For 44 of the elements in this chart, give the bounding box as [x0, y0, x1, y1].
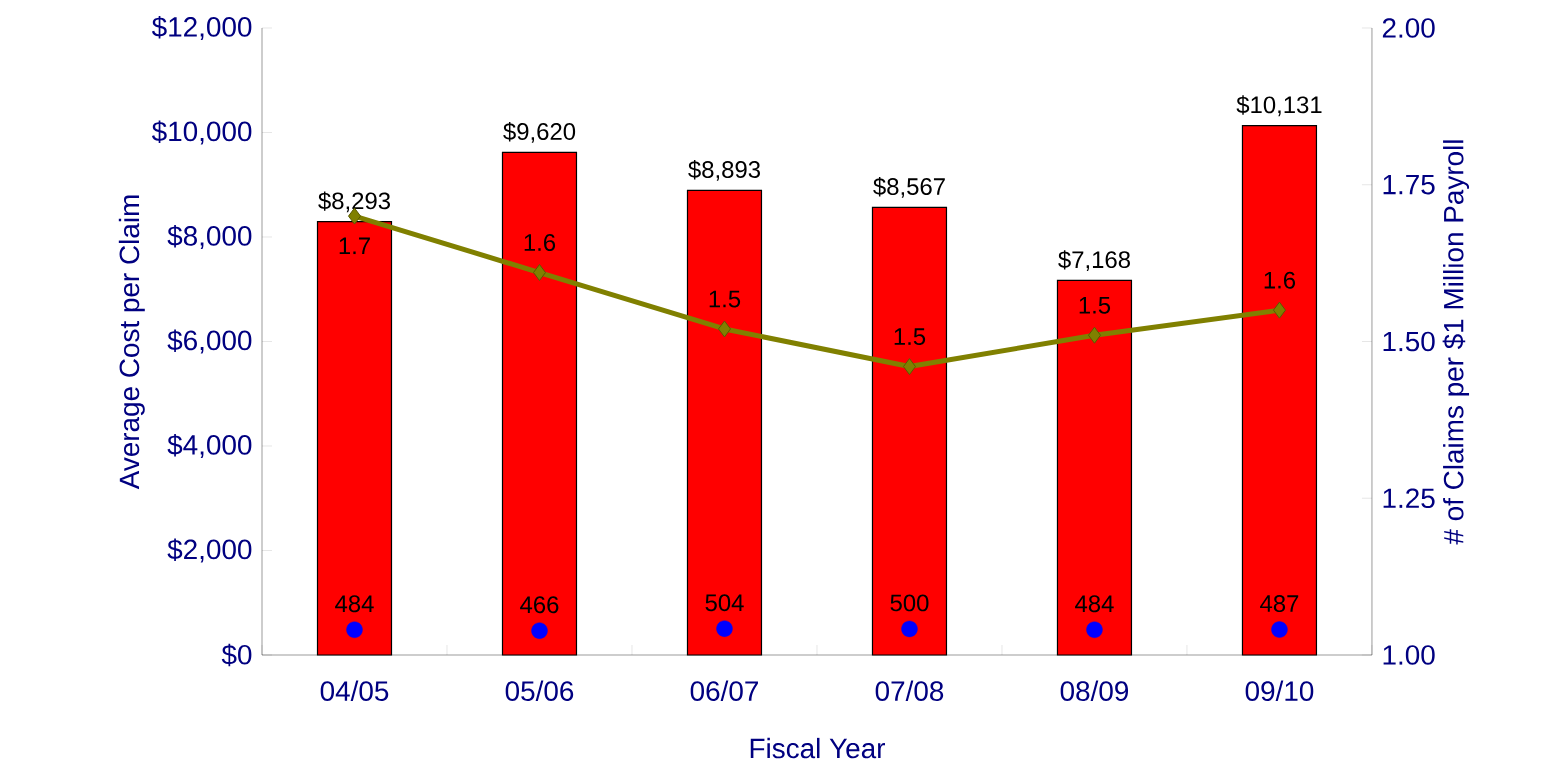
x-tick-label: 05/06: [505, 680, 574, 701]
data-label: $10,131: [1236, 95, 1322, 117]
y-tick-label: $0: [221, 643, 252, 667]
data-label: 484: [335, 595, 374, 613]
data-label: 466: [520, 596, 559, 614]
data-label: $9,620: [503, 122, 576, 143]
data-label: 1.7: [339, 237, 370, 255]
y-tick-label: $4,000: [167, 433, 252, 459]
x-tick-label: 09/10: [1245, 680, 1314, 701]
point: [902, 358, 916, 376]
data-label: 1.5: [1079, 297, 1111, 314]
y-tick-label: $12,000: [151, 15, 252, 41]
y-tick-label: $8,000: [167, 224, 252, 250]
data-label: 1.5: [709, 290, 741, 308]
y-tick-label: $10,000: [151, 120, 252, 145]
y2-tick-label: 1.50: [1383, 331, 1435, 352]
y2-tick-label: 1.25: [1383, 488, 1435, 509]
x-tick-label: 04/05: [320, 680, 389, 701]
y-tick-label: $2,000: [167, 538, 252, 563]
y2-axis-title: # of Claims per $1 Million Payroll: [1442, 140, 1470, 545]
point: [717, 320, 731, 338]
data-label: 1.6: [524, 234, 556, 251]
x-tick-label: 07/08: [875, 680, 944, 701]
y2-tick-label: 1.00: [1383, 645, 1435, 665]
data-label: $8,893: [688, 160, 760, 181]
y2-tick-label: 1.75: [1383, 175, 1435, 195]
data-label: 484: [1075, 595, 1114, 613]
x-tick-label: 06/07: [690, 680, 758, 701]
x-axis-title: Fiscal Year: [750, 737, 886, 759]
data-label: 500: [890, 594, 929, 612]
data-label: 1.5: [894, 328, 926, 346]
point: [533, 264, 546, 282]
data-label: 504: [705, 594, 744, 612]
data-label: 1.6: [1264, 271, 1296, 289]
y-axis-title: Average Cost per Claim: [118, 195, 145, 490]
point: [1272, 301, 1286, 319]
y-tick-label: $6,000: [167, 329, 252, 354]
data-label: 487: [1260, 595, 1299, 613]
x-tick-label: 08/09: [1060, 680, 1129, 701]
data-label: $8,567: [873, 177, 945, 198]
point: [1087, 326, 1101, 344]
data-label: $7,168: [1058, 250, 1130, 271]
y2-tick-label: 2.00: [1382, 18, 1435, 38]
data-label: $8,293: [318, 191, 390, 213]
